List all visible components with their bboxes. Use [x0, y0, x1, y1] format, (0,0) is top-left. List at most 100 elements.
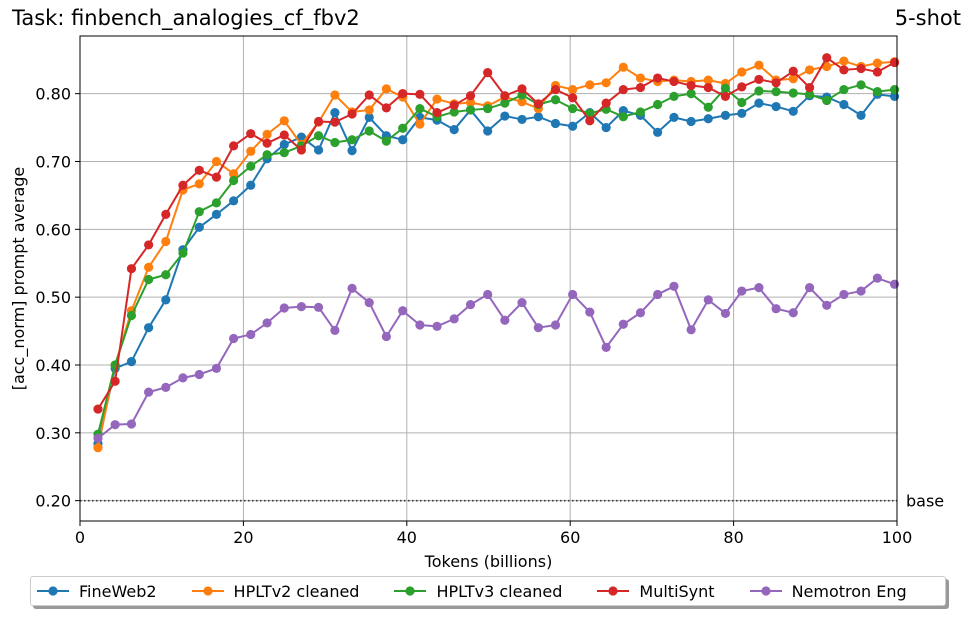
legend-swatch: [37, 586, 69, 596]
data-point: [364, 297, 374, 308]
data-point: [398, 89, 408, 99]
data-point: [788, 74, 798, 84]
data-point: [737, 286, 747, 296]
data-point: [465, 97, 476, 108]
data-point: [517, 114, 527, 125]
data-point: [126, 356, 137, 367]
data-point: [703, 75, 713, 85]
data-point: [669, 91, 679, 101]
data-point: [347, 283, 357, 293]
y-tick-label: 0.50: [35, 288, 71, 307]
data-point: [856, 110, 866, 120]
data-point: [228, 333, 239, 344]
data-point: [279, 130, 289, 140]
data-point: [483, 126, 493, 136]
data-point: [635, 73, 646, 83]
data-point: [550, 95, 561, 105]
data-point: [500, 91, 510, 101]
data-point: [246, 329, 256, 340]
data-point: [568, 289, 578, 300]
x-axis-label: Tokens (billions): [424, 552, 553, 571]
series-line-4: [97, 277, 895, 440]
data-point: [449, 125, 459, 135]
legend-label: FineWeb2: [79, 581, 157, 601]
plot-frame: [79, 35, 898, 522]
legend-label: HPLTv3 cleaned: [436, 581, 563, 601]
data-point: [669, 112, 679, 122]
legend-swatch: [394, 586, 427, 596]
data-point: [483, 289, 493, 300]
data-point: [517, 297, 527, 308]
data-point: [601, 342, 611, 352]
data-point: [126, 310, 137, 321]
data-point: [211, 198, 222, 208]
data-point: [754, 283, 764, 293]
series-line-0: [96, 93, 895, 444]
data-point: [635, 82, 646, 93]
legend-label: MultiSynt: [639, 581, 715, 601]
data-point: [653, 73, 663, 83]
data-point: [483, 68, 493, 78]
data-point: [161, 382, 171, 392]
legend-label: HPLTv2 cleaned: [233, 581, 360, 601]
data-point: [330, 325, 340, 335]
data-point: [296, 132, 307, 142]
legend-swatch: [191, 586, 224, 596]
data-point: [211, 172, 222, 182]
data-point: [144, 387, 154, 397]
data-point: [228, 169, 239, 179]
x-tick-label: 80: [723, 528, 743, 547]
data-point: [585, 116, 595, 126]
data-point: [601, 78, 611, 88]
y-tick-label: 0.80: [35, 85, 71, 104]
data-point: [533, 323, 543, 333]
data-point: [465, 300, 476, 310]
data-point: [771, 101, 781, 112]
chart-subtitle: 5-shot: [894, 6, 961, 30]
data-point: [110, 420, 120, 430]
data-point: [330, 137, 340, 148]
data-point: [296, 302, 307, 312]
data-point: [144, 274, 154, 285]
legend-item: FineWeb2: [35, 582, 157, 601]
data-point: [585, 80, 595, 90]
data-point: [585, 307, 595, 317]
data-point: [449, 107, 459, 117]
data-point: [839, 84, 849, 95]
data-point: [804, 89, 815, 99]
data-point: [771, 78, 781, 88]
data-point: [313, 302, 324, 312]
data-point: [720, 83, 731, 93]
data-point: [194, 207, 204, 217]
data-point: [771, 87, 781, 97]
data-point: [246, 180, 256, 190]
data-point: [754, 86, 764, 96]
legend-item: HPLTv2 cleaned: [190, 581, 360, 601]
data-point: [856, 286, 866, 296]
data-point: [364, 105, 374, 115]
data-point: [161, 209, 171, 219]
x-tick-label: 40: [397, 528, 417, 547]
data-point: [313, 131, 324, 141]
data-point: [110, 376, 120, 386]
data-point: [279, 116, 289, 126]
data-point: [618, 112, 628, 122]
data-point: [262, 138, 272, 148]
data-point: [211, 209, 222, 219]
data-point: [737, 108, 747, 118]
data-point: [771, 304, 781, 314]
y-tick-label: 0.70: [35, 152, 71, 171]
legend-swatch: [749, 586, 782, 596]
data-point: [178, 248, 188, 258]
data-point: [465, 91, 476, 101]
data-point: [500, 98, 510, 108]
data-point: [788, 66, 798, 76]
data-point: [804, 65, 815, 75]
data-point: [839, 99, 849, 110]
data-point: [381, 136, 391, 146]
data-point: [500, 315, 510, 325]
x-tick-label: 60: [560, 528, 580, 547]
data-point: [703, 295, 713, 305]
data-point: [686, 80, 696, 91]
data-point: [703, 114, 713, 124]
